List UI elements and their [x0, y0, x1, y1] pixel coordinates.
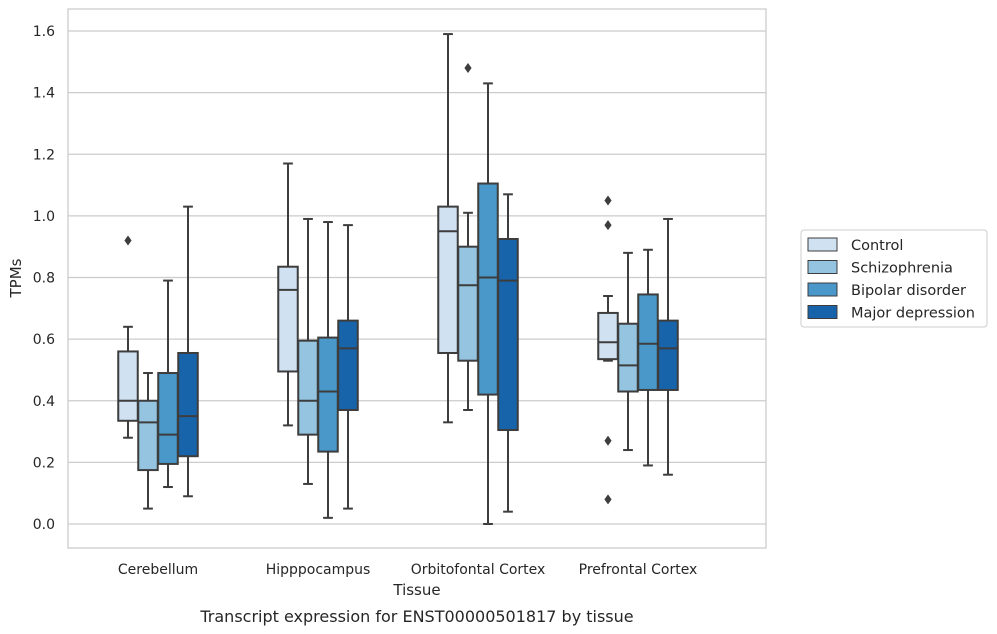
x-tick-label: Hipppocampus: [266, 562, 371, 578]
box-major-depression: [657, 217, 679, 476]
iqr-box: [597, 311, 619, 361]
legend-label: Control: [851, 238, 903, 254]
iqr-box: [437, 205, 459, 354]
box-control: [597, 195, 619, 505]
iqr-box: [177, 351, 199, 458]
legend-label: Major depression: [851, 306, 975, 322]
box-major-depression: [177, 205, 199, 498]
iqr-box: [317, 336, 339, 453]
y-tick-label: 1.2: [33, 147, 55, 163]
legend: Control Schizophrenia Bipolar disorder Majo…: [800, 229, 988, 328]
box-schizophrenia: [297, 217, 319, 485]
x-tick-label: Orbitofontal Cortex: [411, 562, 546, 578]
iqr-box: [497, 237, 519, 432]
outlier-point: [604, 195, 612, 206]
plot-area-frame: [67, 8, 767, 549]
y-tick-labels: 0.0 0.2 0.4 0.6 0.8 1.0 1.2 1.4 1.6: [33, 24, 55, 533]
box-major-depression: [337, 224, 359, 510]
iqr-box: [297, 339, 319, 436]
iqr-box: [657, 319, 679, 391]
x-tick-labels: Cerebellum Hipppocampus Orbitofontal Corte…: [118, 562, 697, 578]
outlier-point: [604, 494, 612, 505]
y-axis-title: TPMs: [7, 258, 25, 298]
y-tick-label: 1.6: [33, 24, 55, 40]
box-major-depression: [497, 193, 519, 513]
y-tick-label: 0.8: [33, 271, 55, 287]
box-bipolar-disorder: [637, 248, 659, 467]
legend-swatch: [807, 305, 838, 319]
legend-frame: [800, 229, 988, 328]
box-control: [437, 33, 459, 424]
iqr-box: [277, 265, 299, 373]
box-schizophrenia: [617, 251, 639, 452]
box-bipolar-disorder: [477, 82, 499, 525]
y-tick-label: 1.4: [33, 86, 55, 102]
x-tick-label: Cerebellum: [118, 562, 198, 578]
iqr-box: [637, 293, 659, 391]
iqr-box: [457, 245, 479, 362]
iqr-box: [157, 372, 179, 465]
y-tick-label: 0.0: [33, 517, 55, 533]
box-schizophrenia: [137, 372, 159, 510]
iqr-box: [117, 350, 139, 422]
x-tick-label: Prefrontal Cortex: [579, 562, 698, 578]
chart-caption: Transcript expression for ENST0000050181…: [199, 607, 633, 626]
box-control: [277, 162, 299, 427]
box-control: [117, 235, 139, 439]
iqr-box: [137, 399, 159, 472]
legend-swatch: [807, 282, 838, 297]
legend-label: Schizophrenia: [851, 261, 953, 277]
box-groups: [117, 33, 679, 525]
iqr-box: [617, 322, 639, 393]
y-tick-label: 1.0: [33, 209, 55, 225]
y-tick-label: 0.4: [33, 394, 55, 410]
box-schizophrenia: [457, 62, 479, 411]
iqr-box: [477, 182, 499, 396]
outlier-point: [604, 435, 612, 446]
outlier-point: [124, 235, 132, 246]
legend-swatch: [807, 237, 838, 252]
outlier-point: [464, 62, 472, 73]
iqr-box: [337, 319, 359, 411]
y-tick-label: 0.6: [33, 332, 55, 348]
x-axis-title: Tissue: [392, 581, 440, 599]
box-bipolar-disorder: [157, 279, 179, 489]
y-tick-label: 0.2: [33, 455, 55, 471]
legend-label: Bipolar disorder: [851, 283, 966, 299]
legend-swatch: [807, 260, 838, 274]
box-bipolar-disorder: [317, 221, 339, 519]
outlier-point: [604, 220, 612, 231]
